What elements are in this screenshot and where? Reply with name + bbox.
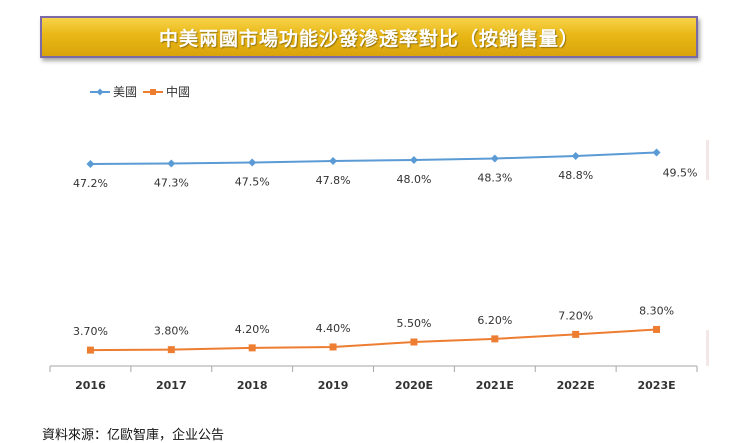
data-point-usa: [571, 152, 580, 160]
data-label-usa: 47.2%: [73, 177, 108, 190]
data-label-usa: 47.5%: [235, 176, 270, 189]
legend-marker-usa: [90, 88, 110, 95]
legend-label-china: 中國: [166, 85, 191, 99]
legend-item-china: 中國: [143, 83, 190, 100]
data-label-usa: 47.8%: [316, 174, 351, 187]
edge-mark: [706, 140, 709, 180]
legend-marker-china: [143, 88, 164, 95]
data-point-usa: [652, 148, 661, 157]
data-point-usa: [329, 157, 338, 165]
data-label-china: 7.20%: [558, 309, 593, 322]
data-label-china: 3.80%: [154, 325, 189, 338]
data-label-china: 5.50%: [396, 317, 431, 330]
x-tick-label: 2020E: [395, 379, 433, 392]
x-tick-label: 2017: [156, 379, 187, 392]
data-point-usa: [490, 154, 499, 163]
x-tick-label: 2023E: [637, 379, 675, 392]
data-label-usa: 48.8%: [558, 169, 593, 182]
data-label-usa: 48.3%: [477, 172, 512, 185]
data-point-usa: [409, 156, 418, 164]
data-label-usa: 49.5%: [663, 167, 698, 180]
source-note: 資料來源：亿歐智庫，企业公告: [42, 428, 225, 443]
data-point-usa: [86, 160, 95, 168]
legend-item-usa: 美國: [90, 83, 137, 100]
data-point-china: [410, 338, 418, 346]
data-point-china: [491, 335, 499, 343]
data-label-china: 3.70%: [73, 325, 108, 338]
x-tick-label: 2019: [318, 379, 349, 392]
data-point-usa: [167, 159, 176, 168]
data-point-china: [86, 346, 94, 354]
chart-title-banner: 中美兩國市場功能沙發滲透率對比（按銷售量）: [40, 16, 698, 58]
x-tick-label: 2021E: [476, 379, 514, 392]
data-label-usa: 47.3%: [154, 177, 189, 190]
x-tick-label: 2022E: [557, 379, 595, 392]
legend-label-usa: 美國: [113, 85, 138, 99]
data-label-china: 4.20%: [235, 323, 270, 336]
data-point-china: [572, 330, 580, 338]
data-point-usa: [248, 158, 257, 167]
chart-title: 中美兩國市場功能沙發滲透率對比（按銷售量）: [158, 27, 579, 50]
edge-mark: [706, 330, 709, 366]
data-label-china: 6.20%: [477, 314, 512, 327]
data-point-china: [167, 346, 175, 354]
series-line-china: [90, 328, 657, 352]
data-label-china: 8.30%: [639, 304, 674, 317]
data-point-china: [248, 344, 256, 352]
data-label-usa: 48.0%: [396, 173, 431, 186]
data-label-china: 4.40%: [316, 322, 351, 335]
data-point-china: [653, 325, 661, 333]
series-line-usa: [90, 151, 657, 165]
data-point-china: [329, 343, 337, 351]
x-tick-label: 2018: [237, 379, 268, 392]
legend: 美國 中國: [90, 83, 196, 100]
x-tick-label: 2016: [75, 379, 106, 392]
